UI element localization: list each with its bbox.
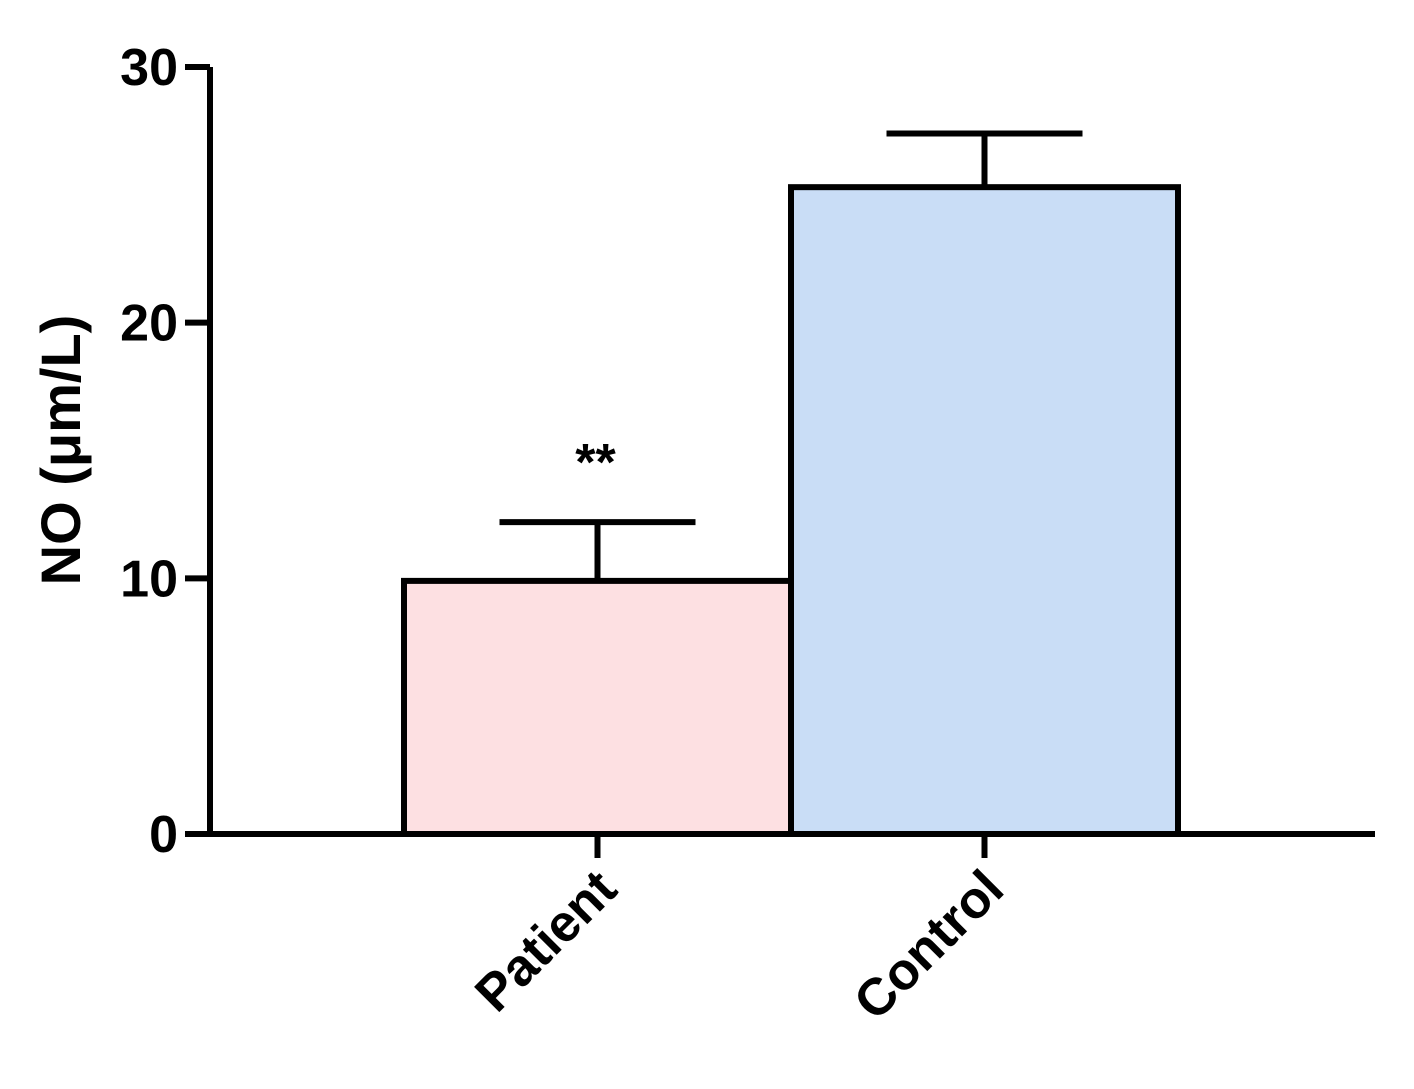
error-bar-control [886,130,1083,188]
error-bars [499,130,1083,581]
y-tick-label-0: 0 [149,806,178,864]
y-axis-ticks: 0 10 20 30 [120,39,210,864]
bar-patient [401,577,794,838]
x-axis-ticks: Patient Control [464,834,1015,1031]
annotations: ** [575,434,616,492]
significance-annotation: ** [575,434,616,492]
y-tick-label-20: 20 [120,295,178,353]
error-bar-patient [499,519,696,581]
y-axis-title: NO (μm/L) [29,315,92,586]
x-tick-label-control: Control [843,859,1015,1031]
bars [401,184,1181,838]
bar-control [788,184,1181,837]
y-tick-label-30: 30 [120,39,178,97]
y-tick-label-10: 10 [120,550,178,608]
x-tick-label-patient: Patient [464,859,628,1023]
